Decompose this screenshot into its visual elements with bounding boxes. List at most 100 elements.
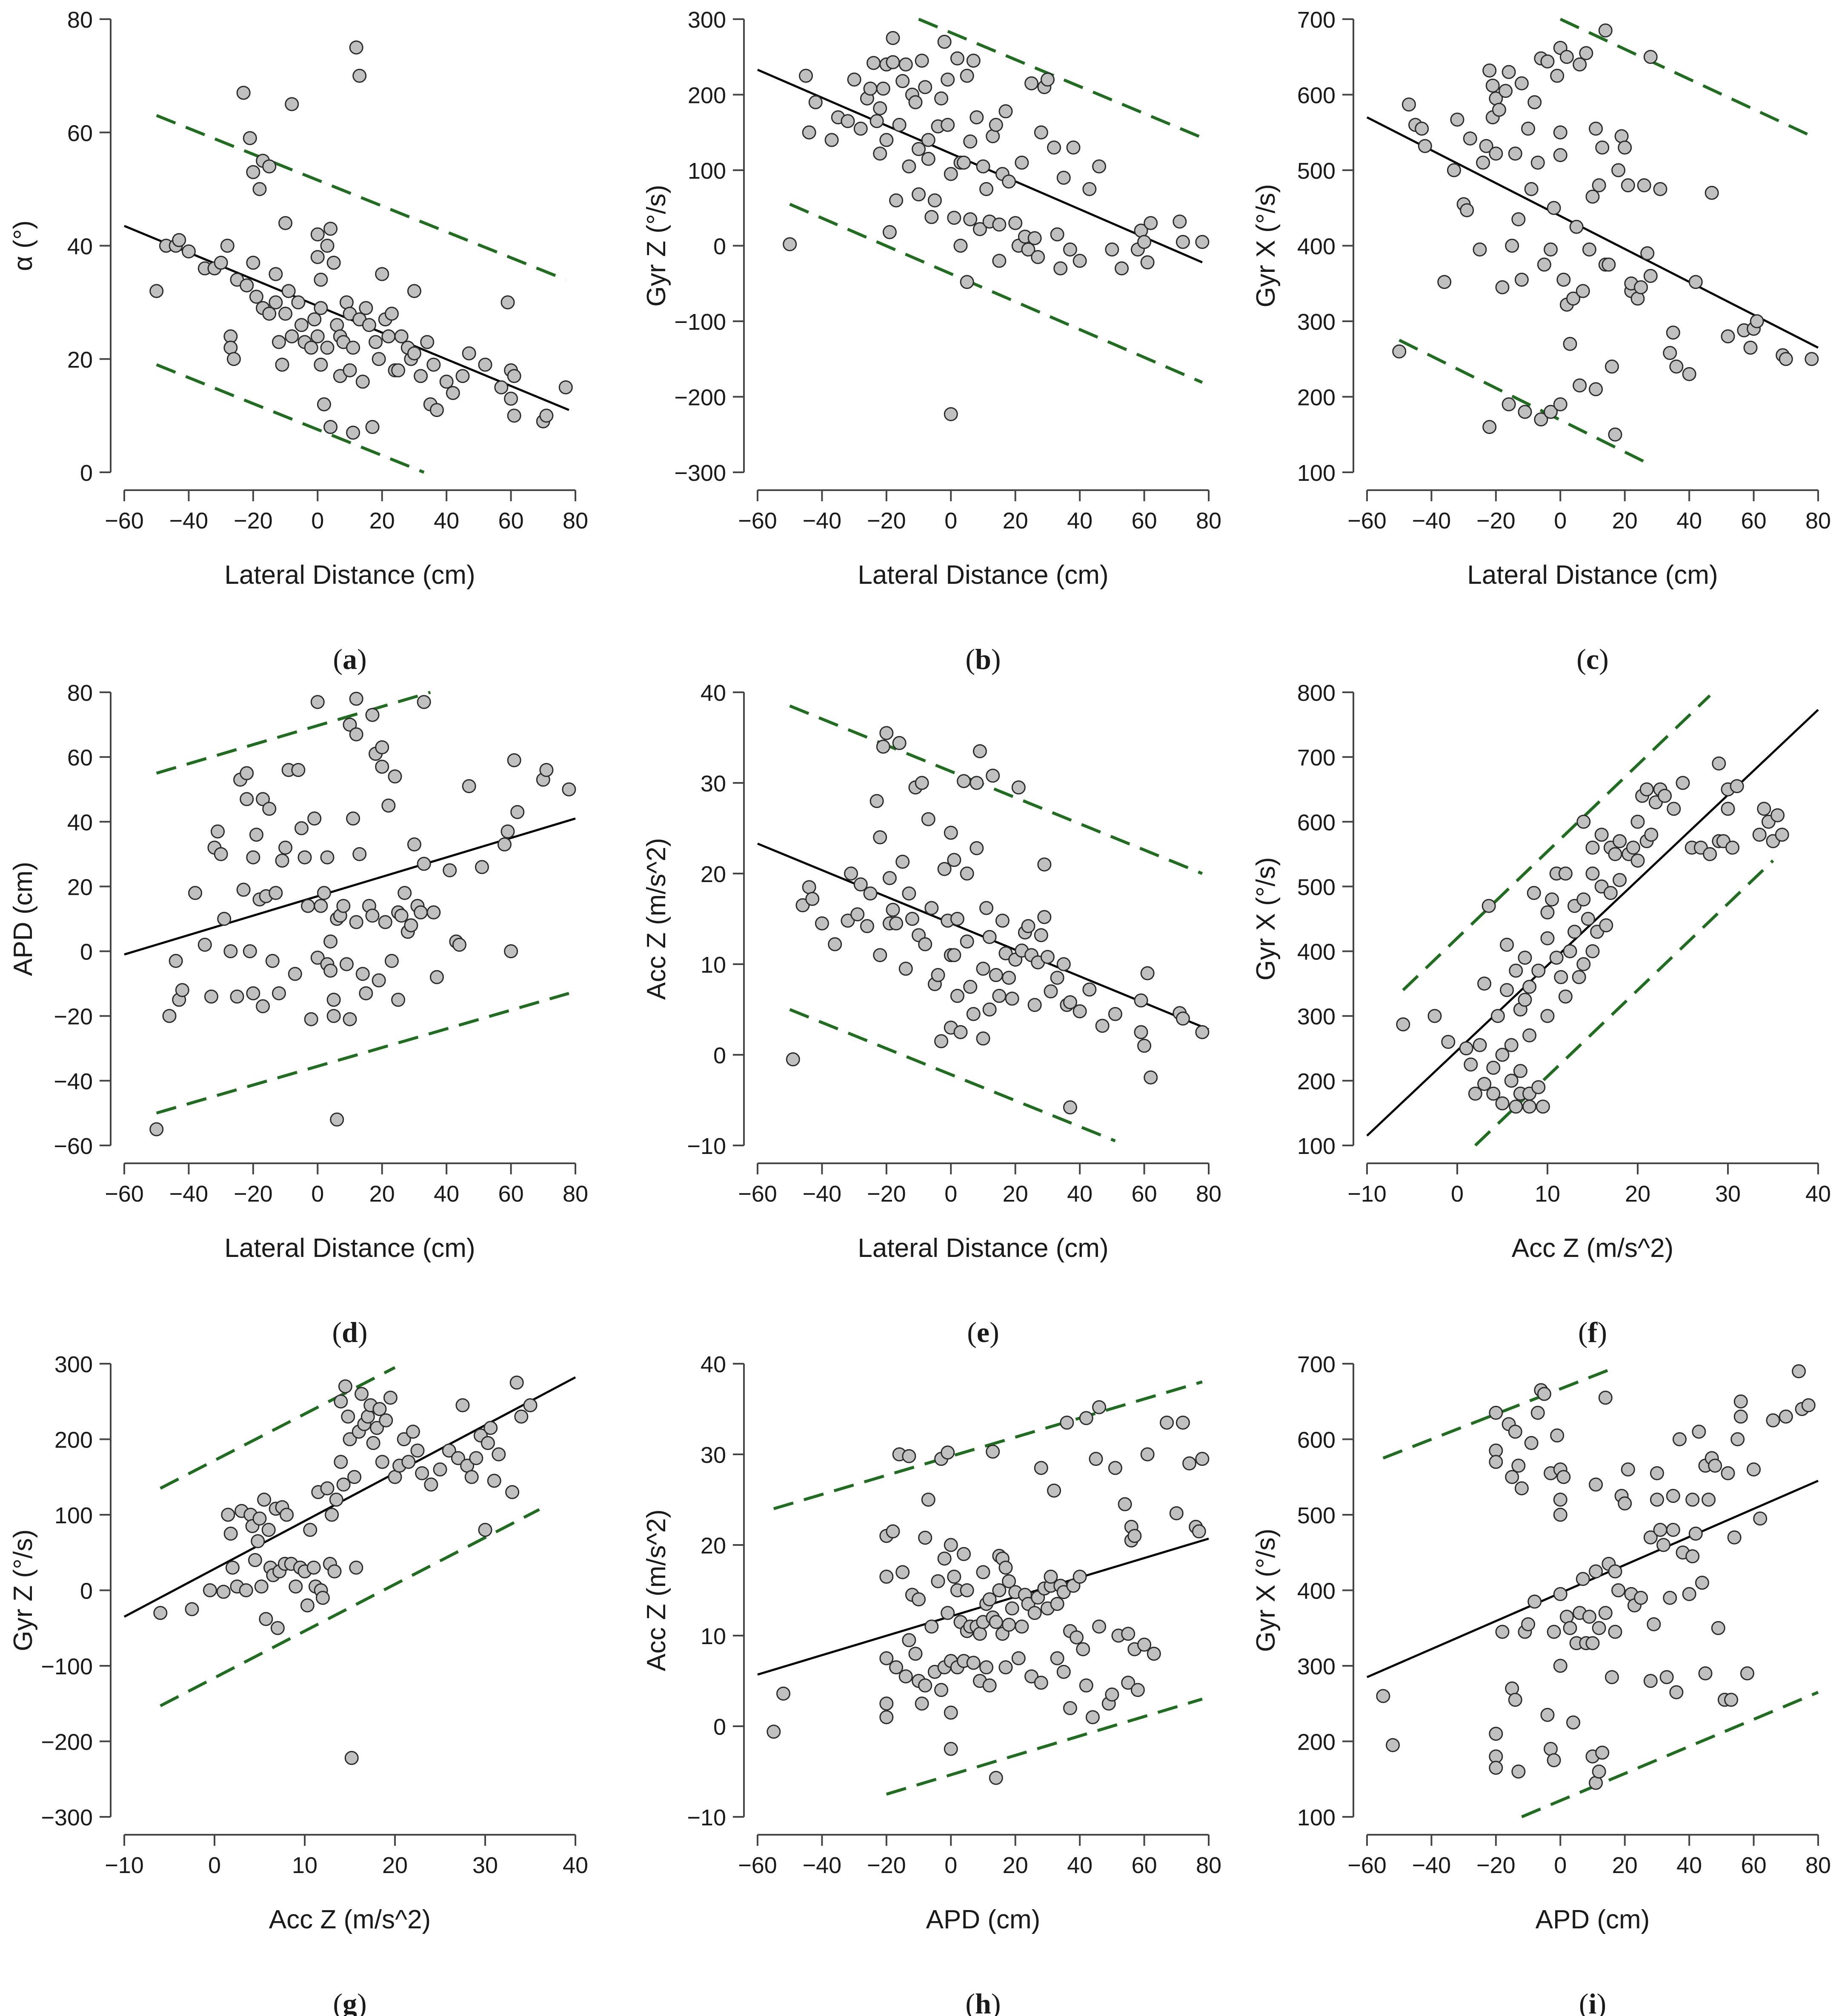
data-point <box>947 948 961 962</box>
data-point <box>1056 957 1071 971</box>
data-point <box>953 1025 968 1039</box>
data-point <box>301 899 315 913</box>
data-point <box>443 863 457 877</box>
data-point <box>947 211 961 225</box>
data-point <box>314 357 328 372</box>
data-point <box>320 1481 335 1496</box>
x-tick-label: 80 <box>1196 1853 1221 1878</box>
y-tick-label: 0 <box>713 234 726 260</box>
data-point <box>1779 352 1793 366</box>
data-point <box>362 318 376 332</box>
data-point <box>162 1009 177 1023</box>
y-tick-label: 0 <box>713 1714 726 1740</box>
y-tick-label: 600 <box>1297 1428 1336 1453</box>
x-tick-label: 10 <box>1535 1181 1560 1207</box>
data-point <box>918 1678 932 1693</box>
data-point <box>1027 231 1042 246</box>
data-point <box>970 776 984 790</box>
x-axis-label: APD (cm) <box>1536 1905 1650 1934</box>
data-point <box>1008 216 1023 230</box>
data-point <box>953 239 968 253</box>
data-point <box>892 118 907 132</box>
data-point <box>1611 163 1626 177</box>
data-point <box>323 934 338 949</box>
data-point <box>895 1565 910 1579</box>
data-point <box>1708 1459 1722 1473</box>
y-axis-label: Acc Z (m/s^2) <box>642 1509 671 1671</box>
data-point <box>1024 76 1039 91</box>
data-point <box>1573 378 1587 393</box>
upper-prediction-bound <box>789 704 1203 875</box>
data-point <box>1608 847 1622 861</box>
data-point <box>269 267 283 281</box>
data-point <box>1553 1659 1567 1673</box>
data-point <box>303 1523 317 1537</box>
data-point <box>494 380 509 394</box>
data-point <box>1540 1708 1555 1722</box>
data-point <box>886 902 900 917</box>
data-point <box>1585 1636 1600 1650</box>
data-point <box>1489 1727 1503 1741</box>
data-point <box>239 1583 253 1597</box>
x-tick-label: 60 <box>498 1181 524 1207</box>
panel-caption: (f) <box>1578 1316 1607 1348</box>
data-point <box>879 1696 894 1711</box>
data-point <box>514 1409 529 1424</box>
data-point <box>326 1009 341 1023</box>
y-tick-label: 20 <box>67 347 93 373</box>
x-axis-label: Lateral Distance (cm) <box>858 1234 1108 1263</box>
data-point <box>873 146 887 161</box>
data-point <box>1034 1676 1048 1690</box>
data-point <box>197 937 212 952</box>
data-point <box>221 1508 235 1522</box>
data-point <box>359 301 373 315</box>
x-tick-label: −20 <box>867 1853 906 1878</box>
regression-line <box>1367 1479 1819 1678</box>
data-point <box>844 866 858 881</box>
data-point <box>327 1564 342 1579</box>
data-point <box>507 408 521 423</box>
data-point <box>966 1656 981 1670</box>
data-point <box>1566 291 1581 306</box>
data-point <box>349 915 363 929</box>
data-point <box>1463 131 1477 146</box>
data-point <box>223 1526 238 1541</box>
lower-prediction-bound <box>1521 1690 1819 1819</box>
data-point <box>1486 1086 1501 1101</box>
data-point <box>1553 148 1567 162</box>
data-point <box>1477 977 1492 991</box>
data-point <box>1692 1425 1706 1439</box>
x-tick-label: 0 <box>944 508 957 534</box>
x-tick-label: 80 <box>1805 1853 1831 1878</box>
y-tick-label: 100 <box>1297 460 1336 486</box>
data-point <box>1489 146 1503 161</box>
data-point <box>388 769 402 784</box>
data-point <box>841 914 855 928</box>
y-tick-label: 200 <box>688 83 726 109</box>
data-point <box>986 1445 1000 1459</box>
data-point <box>1730 779 1744 794</box>
data-point <box>251 1534 265 1548</box>
chart-panel-h: −10 0 10 20 30 40 −60 −40 −20 0 20 40 60 80 APD (cm) Ac… <box>642 1352 1221 2016</box>
data-point <box>1134 1025 1148 1039</box>
data-point <box>349 727 363 742</box>
x-tick-label: −40 <box>169 508 209 534</box>
x-tick-label: 80 <box>563 1181 588 1207</box>
data-point <box>979 1660 994 1675</box>
data-point <box>1592 1765 1606 1779</box>
data-point <box>414 369 428 383</box>
data-point <box>149 1122 164 1136</box>
data-point <box>1508 146 1522 161</box>
y-axis-label: α (°) <box>9 220 38 271</box>
data-point <box>1473 242 1487 257</box>
data-point <box>310 250 325 264</box>
data-point <box>1685 1493 1700 1507</box>
data-point <box>950 912 964 926</box>
y-tick-label: 400 <box>1297 939 1336 965</box>
data-point <box>1063 995 1077 1009</box>
data-point <box>1618 140 1632 155</box>
data-point <box>325 1508 339 1522</box>
x-tick-label: 20 <box>1625 1181 1650 1207</box>
x-axis-label: APD (cm) <box>926 1905 1041 1934</box>
lower-prediction-bound <box>160 1508 540 1708</box>
